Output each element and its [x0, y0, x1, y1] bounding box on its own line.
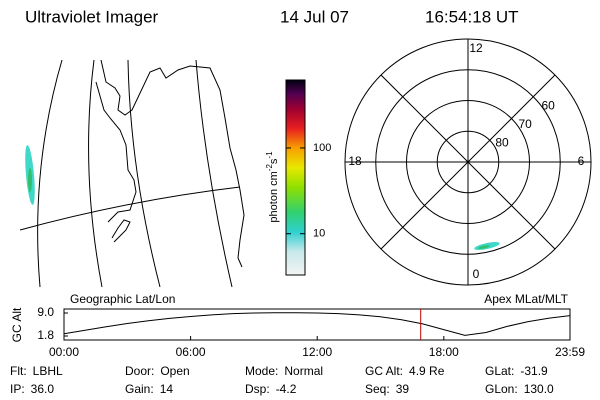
mlt-label: 0	[473, 267, 480, 281]
info-key: Door:	[125, 364, 154, 378]
info-key: Flt:	[10, 364, 27, 378]
info-value: Open	[160, 364, 189, 378]
lat-label: 70	[518, 117, 532, 131]
info-value: 130.0	[524, 382, 554, 396]
exponent: -1	[265, 151, 274, 159]
info-key: IP:	[10, 382, 25, 396]
altitude-line	[63, 312, 571, 336]
info-key: Dsp:	[245, 382, 270, 396]
time: 16:54:18 UT	[425, 7, 519, 26]
timeline-label: Geographic Lat/Lon	[70, 292, 175, 306]
aurora-emission	[478, 245, 490, 249]
label: photon cm	[268, 171, 280, 222]
info-value: 14	[160, 382, 174, 396]
meridian	[37, 59, 63, 288]
info-value: -4.2	[276, 382, 297, 396]
info-key: Gain:	[125, 382, 154, 396]
info-key: Mode:	[245, 364, 278, 378]
y-tick-label: 1.8	[37, 328, 54, 342]
info-value: 4.9 Re	[409, 364, 445, 378]
colorbar-tick-label: 10	[313, 228, 325, 240]
timeline-frame	[63, 308, 571, 341]
meridian	[88, 59, 103, 288]
meridian	[195, 59, 233, 288]
info-key: Seq:	[365, 382, 390, 396]
exponent: -2	[265, 164, 274, 172]
info-value: Normal	[284, 364, 323, 378]
colorbar	[285, 79, 306, 276]
info-key: GLon:	[485, 382, 518, 396]
mlt-label: 6	[578, 154, 585, 168]
info-value: 39	[396, 382, 410, 396]
title: Ultraviolet Imager	[25, 7, 159, 26]
x-tick-label: 06:00	[176, 345, 206, 359]
x-tick-label: 00:00	[49, 345, 79, 359]
date: 14 Jul 07	[280, 7, 349, 26]
info-key: GC Alt:	[365, 364, 403, 378]
timeline: Geographic Lat/Lon Apex MLat/MLT GC Alt 9.0…	[10, 292, 585, 359]
colorbar-label: photon cm-2s-1	[265, 151, 280, 223]
mlt-label: 12	[469, 41, 483, 55]
coastline	[95, 59, 245, 268]
info-value: -31.9	[520, 364, 548, 378]
timeline-label: Apex MLat/MLT	[484, 292, 568, 306]
meridian	[127, 59, 161, 288]
lat-label: 60	[542, 98, 556, 112]
parallel	[19, 186, 241, 231]
colorbar-tick-label: 100	[313, 142, 331, 154]
x-tick-label: 12:00	[302, 345, 332, 359]
unit: s	[268, 158, 280, 164]
x-tick-label: 23:59	[555, 345, 585, 359]
mlt-line	[380, 74, 556, 250]
aurora-emission	[28, 168, 32, 192]
info-value: 36.0	[31, 382, 55, 396]
y-tick-label: 9.0	[37, 305, 54, 319]
lat-label: 80	[495, 135, 509, 149]
info-key: GLat:	[485, 364, 514, 378]
y-axis-label: GC Alt	[10, 307, 24, 342]
mlt-label: 18	[348, 154, 362, 168]
map	[19, 59, 245, 288]
x-tick-label: 18:00	[429, 345, 459, 359]
footer: Flt: LBHL Door: Open Mode: Normal GC Alt: 4.9 R…	[10, 364, 554, 396]
info-value: LBHL	[33, 364, 63, 378]
